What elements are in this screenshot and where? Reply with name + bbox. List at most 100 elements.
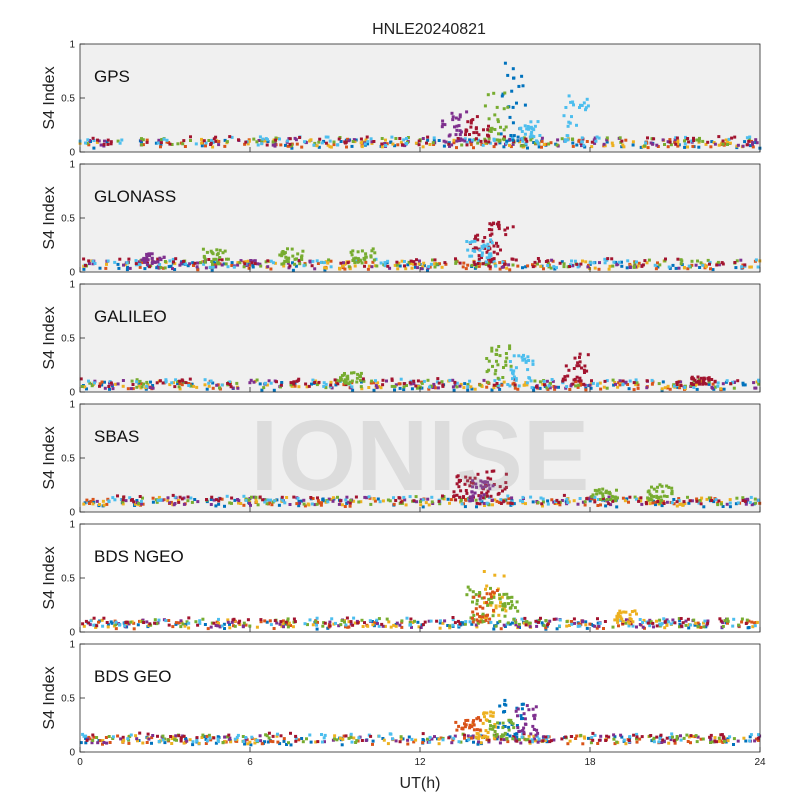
data-point [389, 625, 393, 629]
y-tick-label: 0.5 [61, 94, 75, 105]
data-point [540, 136, 544, 140]
data-point [502, 499, 506, 503]
data-point [205, 387, 209, 391]
data-point [225, 140, 229, 144]
data-point [308, 259, 312, 263]
data-point [286, 617, 290, 621]
data-point [316, 499, 320, 503]
data-point [121, 502, 125, 506]
data-point [448, 626, 452, 630]
data-point [393, 388, 396, 392]
event-point [580, 140, 584, 144]
series-points [81, 570, 759, 631]
data-point [363, 495, 367, 499]
event-point [350, 371, 353, 375]
event-point [487, 483, 491, 487]
data-point [381, 378, 385, 382]
data-point [111, 496, 115, 500]
event-point [484, 614, 488, 618]
data-point [510, 500, 514, 504]
data-point [452, 388, 456, 392]
data-point [167, 141, 171, 144]
data-point [455, 385, 459, 389]
event-point [527, 376, 531, 380]
data-point [126, 737, 130, 741]
data-point [554, 617, 558, 621]
data-point [604, 504, 608, 508]
data-point [447, 142, 451, 146]
data-point [333, 734, 337, 738]
data-point [479, 741, 483, 745]
data-point [753, 624, 757, 628]
data-point [675, 383, 679, 387]
data-point [696, 259, 699, 263]
data-point [163, 266, 167, 270]
data-point [657, 740, 661, 744]
data-point [380, 142, 384, 146]
event-point [463, 722, 466, 726]
event-point [483, 104, 487, 108]
data-point [137, 501, 141, 505]
data-point [111, 737, 115, 740]
data-point [268, 619, 272, 623]
event-point [477, 734, 481, 738]
event-point [480, 491, 484, 495]
event-point [145, 252, 149, 256]
data-point [607, 502, 611, 506]
event-point [476, 612, 479, 616]
data-point [692, 136, 695, 140]
data-point [704, 142, 708, 146]
data-point [399, 735, 403, 739]
data-point [292, 495, 296, 499]
data-point [223, 138, 227, 142]
data-point [150, 741, 153, 745]
data-point [589, 386, 593, 390]
data-point [670, 501, 674, 505]
event-point [524, 359, 528, 363]
data-point [565, 624, 569, 628]
data-point [692, 139, 696, 142]
x-tick-label: 0 [77, 757, 83, 768]
data-point [137, 384, 141, 388]
x-tick-label: 6 [247, 757, 253, 768]
data-point [345, 616, 349, 620]
data-point [532, 739, 536, 743]
event-point [503, 228, 507, 232]
data-point [541, 382, 545, 386]
data-point [398, 382, 402, 386]
event-point [509, 134, 513, 137]
data-point [619, 380, 622, 384]
series-points [79, 698, 762, 747]
data-point [148, 622, 152, 626]
data-point [79, 377, 83, 381]
event-point [472, 595, 476, 599]
data-point [186, 495, 190, 499]
data-point [405, 137, 408, 140]
data-point [540, 139, 544, 143]
data-point [140, 143, 144, 147]
data-point [506, 740, 510, 744]
data-point [210, 268, 214, 272]
data-point [450, 741, 454, 745]
data-point [606, 499, 610, 503]
data-point [542, 735, 546, 739]
data-point [304, 382, 308, 386]
data-point [346, 500, 350, 504]
data-point [124, 499, 128, 503]
data-point [593, 266, 597, 270]
event-point [572, 367, 576, 370]
data-point [313, 267, 317, 271]
event-point [201, 247, 205, 251]
data-point [748, 265, 752, 269]
event-point [468, 241, 472, 245]
data-point [110, 383, 114, 387]
data-point [311, 623, 315, 627]
event-point [491, 714, 495, 718]
data-point [544, 619, 548, 623]
data-point [558, 624, 561, 628]
data-point [666, 386, 669, 390]
data-point [654, 267, 658, 271]
event-point [216, 252, 220, 256]
data-point [342, 383, 346, 387]
data-point [589, 741, 593, 745]
